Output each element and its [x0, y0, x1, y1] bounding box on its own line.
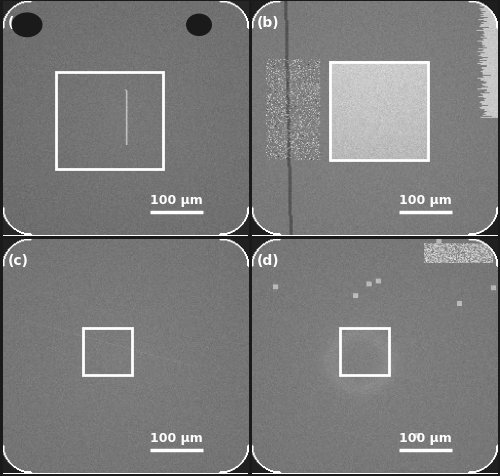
Text: 100 μm: 100 μm: [150, 431, 203, 445]
Ellipse shape: [12, 14, 42, 38]
Bar: [84, 328, 132, 375]
Text: (b): (b): [257, 16, 280, 30]
Text: 100 μm: 100 μm: [400, 431, 452, 445]
Text: (d): (d): [257, 253, 280, 268]
Text: (a): (a): [8, 16, 30, 30]
Text: (c): (c): [8, 253, 28, 268]
Bar: [330, 63, 428, 160]
Ellipse shape: [186, 15, 212, 36]
Text: 100 μm: 100 μm: [400, 194, 452, 207]
Bar: [340, 328, 389, 375]
Text: 100 μm: 100 μm: [150, 194, 203, 207]
Bar: [56, 72, 163, 170]
